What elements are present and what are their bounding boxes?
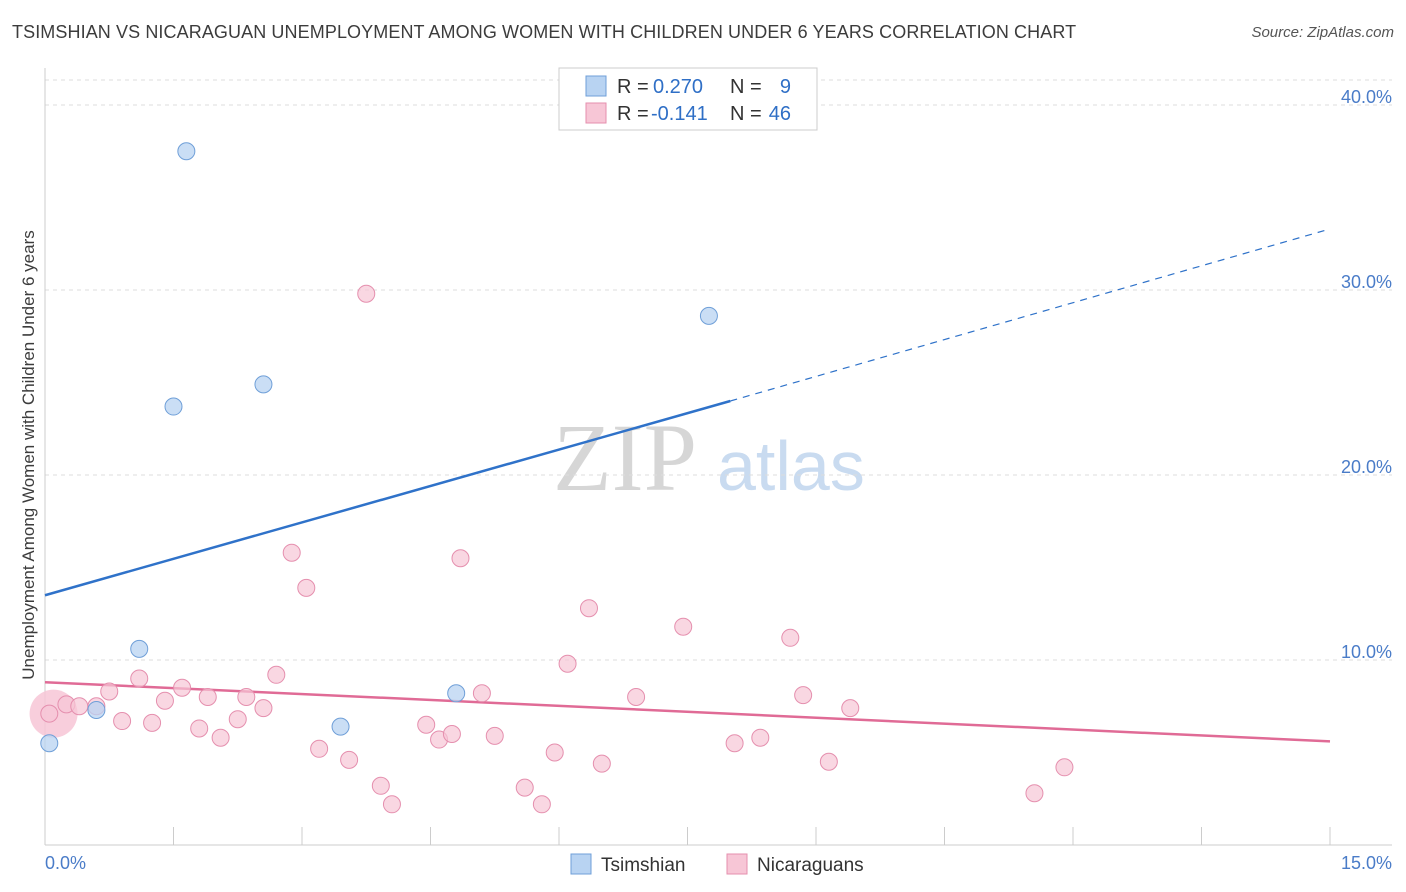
data-point-nicaraguan-20 — [340, 750, 359, 769]
data-point-tsimshian-4 — [177, 142, 196, 161]
data-point-nicaraguan-43 — [841, 699, 860, 718]
trend-line-tsimshian — [44, 399, 731, 597]
legend-n-label-nicaraguan: N = — [730, 103, 762, 125]
data-point-nicaraguan-32 — [545, 743, 564, 762]
series-legend-swatch-nicaraguan — [726, 853, 748, 875]
legend-r-label-nicaraguan: R = — [617, 103, 649, 125]
data-point-nicaraguan-37 — [674, 617, 693, 636]
y-tick-label-40: 40.0% — [1341, 87, 1392, 107]
y-tick-label-20: 20.0% — [1341, 457, 1392, 477]
data-point-nicaraguan-4 — [100, 682, 119, 701]
legend-r-value-nicaraguan: -0.141 — [651, 103, 708, 125]
trend-line-tsimshian-extension — [730, 228, 1331, 402]
chart-title: TSIMSHIAN VS NICARAGUAN UNEMPLOYMENT AMO… — [12, 22, 1077, 42]
data-point-nicaraguan-38 — [725, 734, 744, 753]
chart-source: Source: ZipAtlas.com — [1251, 24, 1394, 41]
data-point-tsimshian-2 — [130, 639, 149, 658]
legend-swatch-nicaraguan — [585, 102, 607, 124]
series-legend-label-tsimshian: Tsimshian — [601, 855, 685, 876]
data-point-nicaraguan-33 — [558, 654, 577, 673]
y-tick-label-30: 30.0% — [1341, 272, 1392, 292]
stats-legend: R = 0.270 N = 9 R = -0.141 N = 46 — [558, 67, 818, 131]
data-point-nicaraguan-17 — [282, 543, 301, 562]
trend-line-nicaraguan — [44, 680, 1331, 743]
data-point-nicaraguan-9 — [173, 678, 192, 697]
data-point-nicaraguan-35 — [592, 754, 611, 773]
data-point-tsimshian-5 — [254, 375, 273, 394]
watermark-atlas: atlas — [717, 427, 865, 505]
data-point-nicaraguan-36 — [627, 688, 646, 706]
data-point-nicaraguan-16 — [267, 665, 286, 684]
data-point-nicaraguan-8 — [155, 691, 174, 710]
legend-n-label-tsimshian: N = — [730, 76, 762, 98]
data-point-nicaraguan-27 — [451, 549, 470, 568]
data-point-nicaraguan-7 — [143, 713, 162, 732]
legend-r-label-tsimshian: R = — [617, 76, 649, 98]
data-point-nicaraguan-12 — [211, 728, 230, 747]
gridlines — [45, 79, 1392, 661]
trend-lines — [44, 228, 1331, 743]
data-point-nicaraguan-40 — [781, 628, 800, 647]
data-point-nicaraguan-34 — [579, 599, 598, 618]
data-point-nicaraguan-44 — [1025, 784, 1044, 803]
legend-r-value-tsimshian: 0.270 — [653, 76, 703, 98]
data-point-nicaraguan-42 — [819, 752, 838, 771]
data-point-nicaraguan-45 — [1055, 758, 1074, 777]
data-point-nicaraguan-5 — [113, 712, 132, 731]
data-point-tsimshian-6 — [331, 717, 350, 736]
watermark-zip: ZIP — [553, 404, 697, 511]
series-legend: Tsimshian Nicaraguans — [570, 853, 864, 876]
data-point-nicaraguan-41 — [794, 686, 813, 705]
data-point-tsimshian-3 — [164, 397, 183, 416]
data-point-nicaraguan-22 — [371, 776, 390, 795]
data-point-nicaraguan-39 — [751, 728, 770, 747]
data-point-nicaraguan-23 — [382, 795, 401, 814]
data-point-nicaraguan-2 — [70, 697, 89, 716]
data-points — [29, 142, 1074, 814]
data-point-nicaraguan-11 — [198, 688, 217, 706]
data-point-tsimshian-8 — [699, 306, 718, 325]
data-point-nicaraguan-10 — [190, 719, 209, 738]
data-point-nicaraguan-30 — [515, 778, 534, 797]
series-legend-label-nicaraguan: Nicaraguans — [757, 855, 864, 876]
data-point-nicaraguan-14 — [237, 688, 256, 706]
data-point-nicaraguan-21 — [357, 284, 376, 303]
data-point-nicaraguan-0 — [40, 704, 59, 723]
y-tick-labels: 10.0% 20.0% 30.0% 40.0% — [1341, 87, 1392, 662]
data-point-nicaraguan-31 — [532, 795, 551, 814]
legend-n-value-nicaraguan: 46 — [769, 103, 791, 125]
data-point-nicaraguan-6 — [130, 669, 149, 688]
data-point-nicaraguan-15 — [254, 699, 273, 718]
data-point-nicaraguan-13 — [228, 710, 247, 729]
watermark: ZIP atlas — [553, 404, 865, 511]
data-point-tsimshian-7 — [447, 684, 466, 703]
x-tick-label-max: 15.0% — [1341, 853, 1392, 873]
series-legend-swatch-tsimshian — [570, 853, 592, 875]
legend-n-value-tsimshian: 9 — [780, 76, 791, 98]
y-tick-label-10: 10.0% — [1341, 642, 1392, 662]
data-point-tsimshian-0 — [40, 734, 59, 753]
data-point-nicaraguan-24 — [417, 715, 436, 734]
data-point-nicaraguan-18 — [297, 578, 316, 597]
data-point-nicaraguan-19 — [310, 739, 329, 758]
y-axis-title: Unemployment Among Women with Children U… — [19, 230, 38, 679]
legend-swatch-tsimshian — [585, 75, 607, 97]
x-ticks — [44, 827, 1331, 845]
data-point-nicaraguan-26 — [442, 725, 461, 743]
data-point-nicaraguan-28 — [472, 684, 491, 703]
data-point-tsimshian-1 — [87, 700, 106, 719]
data-point-nicaraguan-29 — [485, 726, 504, 745]
x-tick-label-min: 0.0% — [45, 853, 86, 873]
